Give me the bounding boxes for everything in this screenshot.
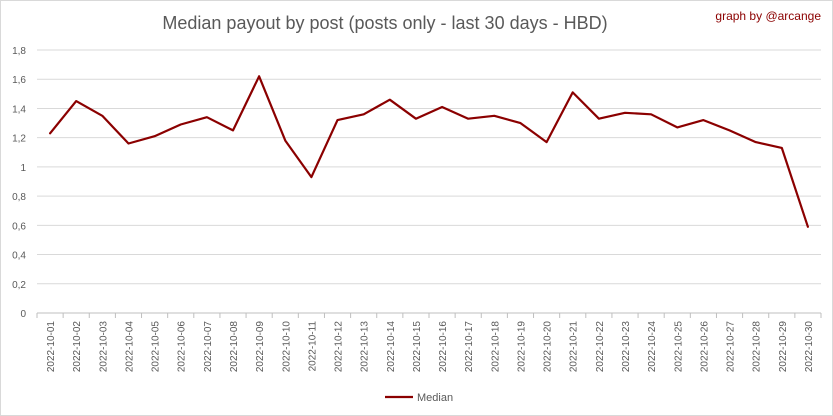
x-tick-label: 2022-10-30 [804, 321, 815, 373]
data-point [440, 105, 444, 109]
x-tick-label: 2022-10-14 [386, 321, 397, 373]
x-tick-label: 2022-10-16 [438, 321, 449, 373]
x-tick-label: 2022-10-09 [255, 321, 266, 373]
y-tick-label: 0,8 [12, 192, 26, 203]
data-point [780, 146, 784, 150]
data-point [153, 134, 157, 138]
y-tick-label: 1,6 [12, 75, 26, 86]
data-point [179, 123, 183, 127]
data-point [257, 74, 261, 78]
x-tick-label: 2022-10-07 [203, 321, 214, 373]
y-tick-label: 1,2 [12, 134, 26, 145]
data-point [48, 131, 52, 135]
y-tick-label: 0,4 [12, 251, 26, 262]
chart-title: Median payout by post (posts only - last… [162, 13, 607, 33]
x-tick-label: 2022-10-24 [647, 321, 658, 373]
y-tick-label: 1 [20, 163, 26, 174]
data-point [728, 128, 732, 132]
x-tick-label: 2022-10-03 [98, 321, 109, 373]
x-tick-label: 2022-10-06 [177, 321, 188, 373]
x-tick-label: 2022-10-12 [334, 321, 345, 373]
data-point [545, 140, 549, 144]
data-point [675, 125, 679, 129]
data-point [623, 111, 627, 115]
data-point [806, 225, 810, 229]
data-point [597, 117, 601, 121]
x-tick-label: 2022-10-05 [151, 321, 162, 373]
x-axis-ticks: 2022-10-01 2022-10-02 2022-10-03 2022-10-04… [36, 313, 822, 373]
data-point [126, 142, 130, 146]
data-point [100, 114, 104, 118]
x-tick-label: 2022-10-25 [673, 321, 684, 373]
x-tick-label: 2022-10-27 [726, 321, 737, 373]
series-line-median [48, 75, 810, 228]
x-tick-label: 2022-10-21 [569, 321, 580, 373]
data-point [754, 140, 758, 144]
x-tick-label: 2022-10-19 [516, 321, 527, 373]
y-tick-label: 0 [20, 309, 26, 320]
x-tick-label: 2022-10-04 [124, 321, 135, 373]
y-axis-ticks: 0 0,2 0,4 0,6 0,8 1 1,2 1,4 1,6 1,8 [12, 46, 26, 320]
data-point [701, 118, 705, 122]
data-point [518, 121, 522, 125]
chart-credit: graph by @arcange [715, 9, 821, 23]
x-tick-label: 2022-10-29 [778, 321, 789, 373]
x-tick-label: 2022-10-22 [595, 321, 606, 373]
series-layer [48, 74, 810, 229]
x-tick-label: 2022-10-15 [412, 321, 423, 373]
data-point [466, 117, 470, 121]
y-tick-label: 1,8 [12, 46, 26, 57]
data-point [205, 115, 209, 119]
legend: Median [385, 392, 453, 404]
x-tick-label: 2022-10-26 [699, 321, 710, 373]
x-tick-label: 2022-10-02 [72, 321, 83, 373]
x-tick-label: 2022-10-28 [752, 321, 763, 373]
data-point [336, 118, 340, 122]
data-point [571, 90, 575, 94]
x-tick-label: 2022-10-08 [229, 321, 240, 373]
legend-label: Median [417, 392, 453, 404]
x-tick-label: 2022-10-13 [360, 321, 371, 373]
gridlines [37, 49, 821, 314]
y-tick-label: 1,4 [12, 104, 26, 115]
x-tick-label: 2022-10-18 [490, 321, 501, 373]
x-tick-label: 2022-10-20 [543, 321, 554, 373]
data-point [492, 114, 496, 118]
x-tick-label: 2022-10-10 [281, 321, 292, 373]
x-tick-label: 2022-10-17 [464, 321, 475, 373]
data-point [362, 112, 366, 116]
data-point [388, 98, 392, 102]
data-point [649, 112, 653, 116]
x-tick-label: 2022-10-11 [307, 321, 318, 372]
y-tick-label: 0,2 [12, 280, 26, 291]
x-tick-label: 2022-10-23 [621, 321, 632, 373]
data-point [414, 117, 418, 121]
x-tick-label: 2022-10-01 [46, 321, 57, 373]
data-point [231, 128, 235, 132]
y-tick-label: 0,6 [12, 221, 26, 232]
data-point [74, 99, 78, 103]
data-point [309, 175, 313, 179]
data-point [283, 139, 287, 143]
